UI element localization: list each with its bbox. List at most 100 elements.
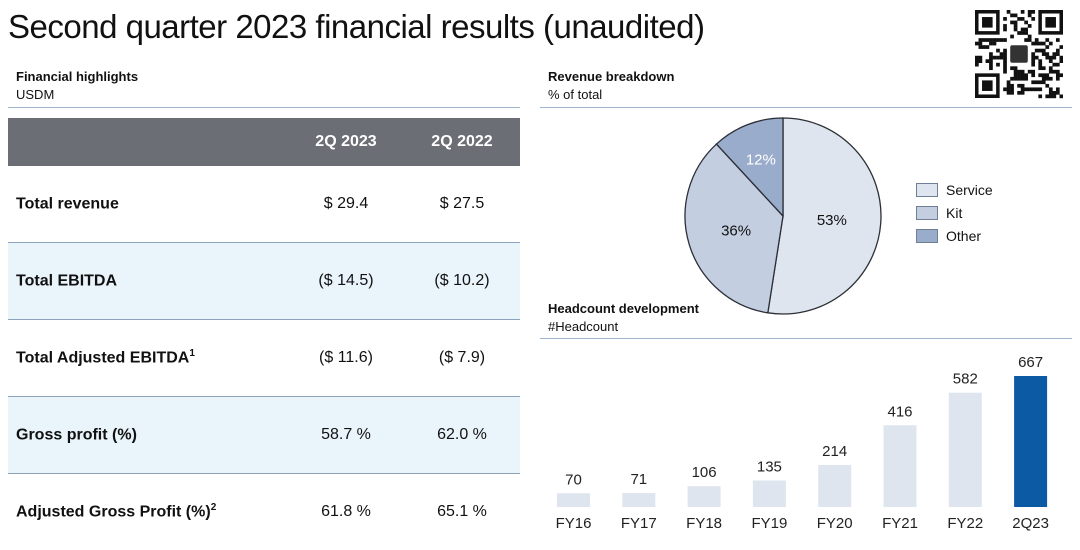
qr-module xyxy=(1003,59,1007,63)
qr-module xyxy=(1027,10,1032,14)
row-label: Total revenue xyxy=(16,195,119,213)
legend-swatch xyxy=(916,205,938,220)
qr-module xyxy=(1031,69,1036,74)
qr-module xyxy=(1048,90,1053,95)
qr-module xyxy=(996,48,1000,53)
page-title: Second quarter 2023 financial results (u… xyxy=(8,8,705,45)
qr-module xyxy=(975,62,979,67)
bar-2q23 xyxy=(1014,376,1048,507)
row-label: Adjusted Gross Profit (%) xyxy=(16,503,211,521)
qr-module xyxy=(1038,73,1043,78)
qr-module xyxy=(1052,94,1057,99)
qr-module xyxy=(1010,13,1014,18)
bar-category-label: FY17 xyxy=(621,515,657,532)
qr-module xyxy=(989,62,993,67)
qr-module xyxy=(992,38,997,42)
qr-module xyxy=(985,38,990,42)
qr-module xyxy=(1055,76,1060,81)
qr-module xyxy=(1003,52,1007,56)
qr-module xyxy=(1013,27,1018,32)
value-2q2023: 61.8 % xyxy=(321,503,371,520)
qr-module xyxy=(1010,76,1014,81)
qr-module xyxy=(1031,41,1036,46)
qr-module xyxy=(1020,90,1025,95)
qr-module xyxy=(1013,73,1018,78)
qr-module xyxy=(1041,73,1046,78)
qr-module xyxy=(1031,59,1036,63)
qr-module xyxy=(1041,52,1046,56)
table-row: Adjusted Gross Profit (%)2 61.8 % 65.1 % xyxy=(8,474,520,550)
bar-value-label: 135 xyxy=(757,458,782,475)
qr-finder-core xyxy=(1045,17,1056,28)
qr-module xyxy=(1027,87,1032,92)
bar-category-label: FY16 xyxy=(556,515,592,532)
qr-module xyxy=(1055,87,1060,92)
qr-module xyxy=(1031,52,1036,56)
qr-module xyxy=(1034,41,1039,46)
qr-module xyxy=(1027,38,1032,42)
pie-value-label: 53% xyxy=(817,212,847,229)
financial-rule xyxy=(8,107,520,108)
table-row: Total EBITDA ($ 14.5) ($ 10.2) xyxy=(8,243,520,320)
qr-module xyxy=(1045,73,1050,78)
qr-module xyxy=(1024,87,1028,92)
qr-module xyxy=(1024,27,1028,32)
qr-module xyxy=(1038,62,1043,67)
legend-item-service: Service xyxy=(916,178,993,201)
qr-module xyxy=(1013,13,1018,18)
qr-module xyxy=(1052,52,1057,56)
qr-module xyxy=(1045,83,1050,88)
revenue-pie-chart: 53% 36% 12% xyxy=(684,117,882,315)
qr-module xyxy=(1003,87,1007,92)
value-2q2023: 58.7 % xyxy=(321,426,371,443)
qr-module xyxy=(1031,62,1036,67)
qr-module xyxy=(1052,62,1057,67)
qr-module xyxy=(1003,38,1007,42)
qr-module xyxy=(1003,48,1007,53)
qr-module xyxy=(1059,55,1063,60)
qr-module xyxy=(1038,41,1043,46)
qr-module xyxy=(996,38,1000,42)
qr-module xyxy=(1010,83,1014,88)
qr-module xyxy=(1027,24,1032,28)
legend-label: Kit xyxy=(946,204,963,221)
qr-module xyxy=(1003,24,1007,28)
qr-module xyxy=(1024,73,1028,78)
bar-fy19 xyxy=(752,480,786,507)
qr-module xyxy=(982,38,986,42)
qr-module xyxy=(975,41,979,46)
qr-module xyxy=(1020,27,1025,32)
qr-module xyxy=(1055,52,1060,56)
table-header: 2Q 2023 2Q 2022 xyxy=(8,118,520,166)
bar-category-label: FY19 xyxy=(751,515,787,532)
qr-module xyxy=(1055,38,1060,42)
bar-value-label: 71 xyxy=(630,471,647,488)
table-row: Total revenue $ 29.4 $ 27.5 xyxy=(8,166,520,243)
qr-module xyxy=(1020,87,1025,92)
qr-module xyxy=(1045,52,1050,56)
pie-value-label: 12% xyxy=(746,151,776,168)
bar-value-label: 106 xyxy=(692,464,717,481)
qr-module xyxy=(989,38,993,42)
qr-module xyxy=(1038,59,1043,63)
qr-module xyxy=(989,66,993,71)
qr-module xyxy=(1006,87,1011,92)
qr-module xyxy=(1017,90,1021,95)
legend-item-other: Other xyxy=(916,224,993,247)
qr-module xyxy=(1031,55,1036,60)
qr-finder-core xyxy=(982,17,993,28)
qr-module xyxy=(1031,87,1036,92)
legend-label: Other xyxy=(946,227,982,244)
financial-unit: USDM xyxy=(16,87,55,102)
qr-module xyxy=(1020,83,1025,88)
revenue-unit: % of total xyxy=(548,87,603,102)
qr-module xyxy=(1055,48,1060,53)
qr-module xyxy=(1048,87,1053,92)
qr-module xyxy=(999,55,1004,60)
bar-fy16 xyxy=(557,493,590,507)
qr-module xyxy=(1038,94,1043,99)
revenue-rule xyxy=(540,107,1072,108)
qr-module xyxy=(1017,31,1021,35)
bar-category-label: FY22 xyxy=(947,515,983,532)
legend-label: Service xyxy=(946,181,993,198)
